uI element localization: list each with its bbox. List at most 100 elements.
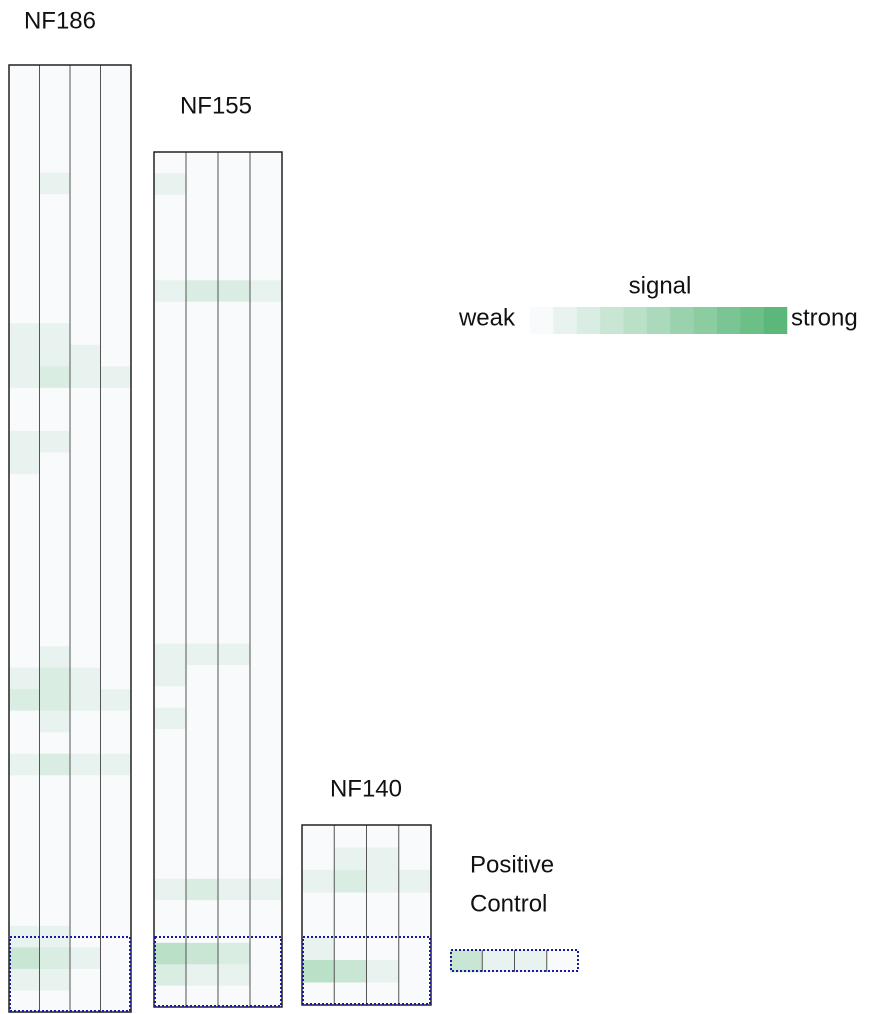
heat-cell (186, 857, 218, 879)
heat-cell (154, 216, 186, 238)
heat-cell (218, 494, 250, 516)
heat-cell (334, 848, 367, 871)
heat-cell (218, 409, 250, 431)
heat-cell (154, 451, 186, 473)
heat-cell (101, 775, 132, 797)
heat-cell (40, 646, 71, 668)
heat-cell (334, 870, 367, 893)
heat-cell (515, 950, 548, 972)
heat-cell (367, 893, 400, 916)
legend-high: strong (791, 304, 858, 331)
heat-cell (218, 515, 250, 537)
heat-cell (186, 280, 218, 302)
heat-cell (101, 969, 132, 991)
heat-cell (399, 983, 432, 1006)
heat-cell (154, 986, 186, 1008)
heat-cell (70, 452, 101, 474)
panel-title: Control (470, 890, 547, 917)
heat-cell (186, 515, 218, 537)
heat-cell (40, 840, 71, 862)
heat-cell (9, 431, 40, 453)
heat-cell (70, 969, 101, 991)
heat-cell (9, 861, 40, 883)
heat-cell (250, 451, 282, 473)
heat-cell (154, 686, 186, 708)
heat-cell (70, 259, 101, 281)
heat-cell (250, 430, 282, 452)
heat-cell (40, 280, 71, 302)
heat-cell (9, 87, 40, 109)
legend-swatch (577, 307, 601, 334)
heat-cell (154, 195, 186, 217)
heat-cell (40, 130, 71, 152)
heat-cell (101, 495, 132, 517)
heat-cell (70, 840, 101, 862)
heat-cell (186, 751, 218, 773)
heat-cell (70, 151, 101, 173)
heat-cell (70, 431, 101, 453)
heat-cell (334, 938, 367, 961)
heat-cell (154, 622, 186, 644)
heat-cell (70, 904, 101, 926)
heat-cell (186, 836, 218, 858)
heat-cell (101, 582, 132, 604)
heat-cell (101, 711, 132, 733)
heat-cell (218, 644, 250, 666)
heat-cell (218, 751, 250, 773)
heat-cell (186, 900, 218, 922)
heat-cell (101, 173, 132, 195)
heat-cell (334, 915, 367, 938)
heat-cell (218, 323, 250, 345)
heat-cell (70, 173, 101, 195)
heat-cell (40, 323, 71, 345)
heat-cell (40, 947, 71, 969)
heat-cell (250, 815, 282, 837)
heat-cell (101, 345, 132, 367)
heat-cell (218, 622, 250, 644)
heat-cell (40, 668, 71, 690)
heat-cell (70, 625, 101, 647)
heat-cell (154, 964, 186, 986)
legend-swatch (717, 307, 741, 334)
heat-cell (9, 668, 40, 690)
heat-cell (70, 775, 101, 797)
heat-cell (40, 65, 71, 87)
heat-cell (40, 969, 71, 991)
heat-cell (186, 665, 218, 687)
heat-cell (70, 539, 101, 561)
heat-cell (101, 194, 132, 216)
heat-cell (218, 815, 250, 837)
heat-cell (9, 108, 40, 130)
panel-title: Positive (470, 851, 554, 878)
heat-cell (101, 108, 132, 130)
heat-cell (154, 793, 186, 815)
heat-cell (218, 686, 250, 708)
heat-cell (9, 582, 40, 604)
heat-cell (154, 473, 186, 495)
heat-cell (218, 366, 250, 388)
heat-cell (154, 879, 186, 901)
heat-cell (101, 65, 132, 87)
heat-cell (70, 818, 101, 840)
heat-cell (70, 560, 101, 582)
heat-cell (40, 108, 71, 130)
heat-cell (302, 983, 335, 1006)
heat-cell (186, 558, 218, 580)
heat-cell (40, 194, 71, 216)
heat-cell (154, 323, 186, 345)
heat-cell (250, 238, 282, 260)
heat-cell (70, 668, 101, 690)
heat-cell (9, 560, 40, 582)
heat-cell (101, 539, 132, 561)
heat-cell (101, 302, 132, 324)
heat-cell (334, 825, 367, 848)
heat-cell (154, 494, 186, 516)
page: {"chart_data": { "type": "heatmap", "low… (0, 0, 877, 1014)
heat-cell (218, 964, 250, 986)
heat-cell (9, 711, 40, 733)
heat-cell (40, 861, 71, 883)
heat-cell (101, 689, 132, 711)
heat-cell (250, 216, 282, 238)
heat-cell (218, 729, 250, 751)
heat-cell (154, 943, 186, 965)
